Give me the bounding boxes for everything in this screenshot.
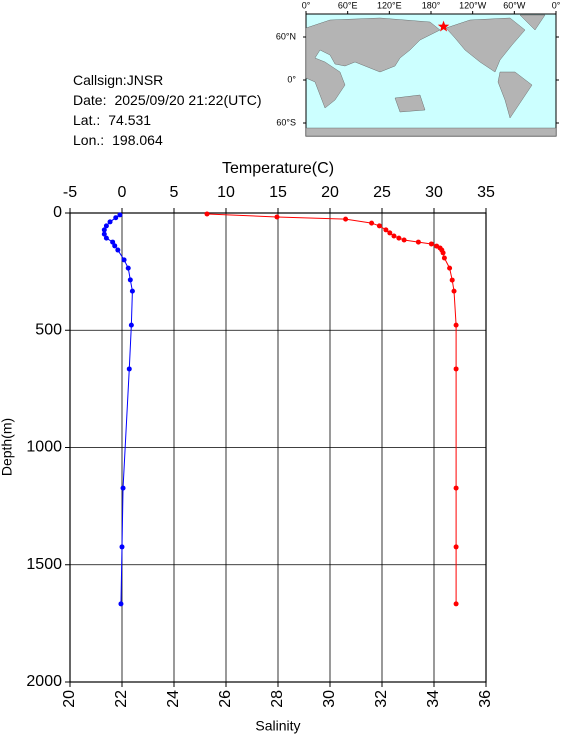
profile-point <box>369 220 375 226</box>
profile-point <box>440 250 446 256</box>
info-line: Lat.: 74.531 <box>73 112 151 128</box>
x2-tick-label: 25 <box>373 184 391 201</box>
plot-frame <box>69 212 487 683</box>
map: 0° 60°E 120°E 180° 120°W 60°W 0° 60°N 0° 60°S <box>276 0 561 137</box>
info-value: 198.064 <box>112 132 163 148</box>
info-label: Lon.: <box>73 132 104 148</box>
map-lat-label: 60°N <box>276 31 296 41</box>
y-tick-label: 1000 <box>26 439 62 456</box>
profile-point <box>274 214 280 220</box>
profile-point <box>453 601 459 607</box>
info-label: Lat.: <box>73 112 100 128</box>
map-land <box>305 14 557 137</box>
info-line: Callsign:JNSR <box>73 72 163 88</box>
y-tick-label: 500 <box>35 321 62 338</box>
profile-point <box>453 366 459 372</box>
profile-point <box>428 241 434 247</box>
x-tick-label: 20 <box>61 690 78 708</box>
profile-point <box>121 257 127 263</box>
profile-point <box>415 239 421 245</box>
x-tick-label: 22 <box>113 690 130 708</box>
x-tick-label: 26 <box>217 690 234 708</box>
x-tick-label: 28 <box>269 690 286 708</box>
profile-point <box>453 485 459 491</box>
x2-tick-label: 10 <box>217 184 235 201</box>
x2-axis-label: Temperature(C) <box>222 160 334 177</box>
profile-point <box>129 288 135 294</box>
profile-point <box>103 223 109 229</box>
map-lon-label: 60°W <box>503 0 526 10</box>
profile-point <box>112 243 118 249</box>
station-marker <box>437 20 450 32</box>
profile-line <box>103 214 133 604</box>
profile-line <box>206 213 457 604</box>
x2-tick-label: 35 <box>477 184 495 201</box>
info-value: JNSR <box>127 72 164 88</box>
x2-tick-label: -5 <box>63 184 77 201</box>
profile-point <box>401 237 407 243</box>
x-tick-label: 36 <box>477 690 494 708</box>
map-lat-label: 60°S <box>276 117 296 127</box>
profile-point <box>447 265 453 271</box>
x-tick-label: 34 <box>425 690 442 708</box>
x2-tick-label: 20 <box>321 184 339 201</box>
info-label: Date: <box>73 92 106 108</box>
x-tick-label: 32 <box>373 690 390 708</box>
x2-tick-label: 5 <box>170 184 179 201</box>
info-value: 74.531 <box>108 112 151 128</box>
x2-tick-label: 30 <box>425 184 443 201</box>
map-lon-label: 60°E <box>338 0 358 10</box>
profile-point <box>391 233 397 239</box>
profile-point <box>127 277 133 283</box>
info-line: Lon.: 198.064 <box>73 132 163 148</box>
x-axis-label: Salinity <box>255 718 300 734</box>
profile-point <box>343 216 349 222</box>
profile-point <box>107 219 113 225</box>
info-label: Callsign: <box>73 72 127 88</box>
profile-point <box>453 322 459 328</box>
x-tick-label: 30 <box>321 690 338 708</box>
profile-point <box>101 227 107 233</box>
profile-point <box>101 231 107 237</box>
profile-point <box>119 544 125 550</box>
map-lon-label: 120°W <box>459 0 487 10</box>
profile-point <box>125 265 131 271</box>
profile-point <box>115 247 121 253</box>
x2-tick-label: 0 <box>118 184 127 201</box>
map-lon-label: 180° <box>422 0 441 10</box>
info-line: Date: 2025/09/20 21:22(UTC) <box>73 92 262 108</box>
profile-point <box>441 255 447 261</box>
profile-point <box>449 277 455 283</box>
map-lon-label: 120°E <box>377 0 402 10</box>
y-axis-label: Depth(m) <box>0 418 15 476</box>
info-value: 2025/09/20 21:22(UTC) <box>114 92 261 108</box>
y-tick-label: 2000 <box>26 673 62 690</box>
profile-point <box>204 211 210 217</box>
map-lon-label: 0° <box>552 0 561 10</box>
profile-point <box>376 223 382 229</box>
profile-point <box>117 212 123 218</box>
profile-point <box>110 239 116 245</box>
profile-point <box>396 235 402 241</box>
map-lon-label: 0° <box>302 0 311 10</box>
x2-tick-label: 15 <box>269 184 287 201</box>
y-tick-label: 0 <box>53 204 62 221</box>
profile-point <box>126 366 132 372</box>
profile-point <box>387 230 393 236</box>
profile-point <box>383 227 389 233</box>
profile-point <box>113 215 119 221</box>
x-tick-label: 24 <box>165 690 182 708</box>
profile-point <box>103 235 109 241</box>
y-tick-label: 1500 <box>26 556 62 573</box>
map-lat-label: 0° <box>287 74 296 84</box>
profile-point <box>118 601 124 607</box>
profile-point <box>128 322 134 328</box>
profile-point <box>453 544 459 550</box>
profile-point <box>451 288 457 294</box>
profile-point <box>120 485 126 491</box>
